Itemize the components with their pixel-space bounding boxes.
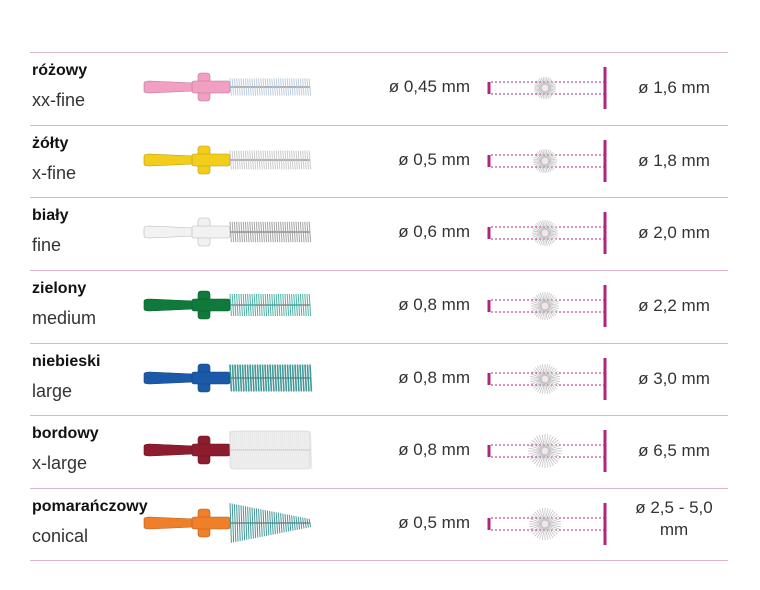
brush-neck (191, 226, 231, 239)
wire-diameter: ø 0,45 mm (388, 77, 470, 96)
gap-diameter: ø 1,8 mm (638, 150, 710, 170)
color-name: żółty (32, 134, 69, 152)
wire-diameter: ø 0,6 mm (398, 222, 470, 242)
gap-diameter: ø 2,2 mm (638, 296, 710, 316)
color-name: pomarańczowy (32, 498, 148, 516)
brush-neck (191, 153, 231, 166)
cross-section-diagram (487, 212, 607, 255)
brush-bristles (229, 150, 312, 170)
gap-diameter: ø 2,5 - 5,0 mm (635, 498, 713, 540)
wire-core (541, 229, 549, 238)
table-row: żółty x-fine ø 0,5 mm ø 1,8 mm (30, 124, 728, 198)
table-row: różowy xx-fine ø 0,45 mm ø 1,6 mm (30, 52, 728, 125)
table-row: niebieski large ø 0,8 mm ø 3,0 mm (30, 342, 728, 416)
color-name: niebieski (32, 352, 101, 370)
wire-core (541, 375, 549, 383)
brush-handle (143, 371, 195, 385)
brush-handle (143, 444, 195, 457)
table-row: biały fine ø 0,6 mm ø 2,0 mm (30, 197, 728, 270)
gap-diameter: ø 6,5 mm (638, 441, 710, 461)
color-name: biały (32, 207, 69, 225)
wire-diameter: ø 0,5 mm (398, 513, 470, 533)
brush-handle (143, 80, 195, 94)
brush-illustration (143, 503, 312, 543)
gap-diameter: ø 1,6 mm (638, 78, 710, 97)
size-name: x-large (32, 453, 88, 474)
cross-section-diagram (487, 139, 607, 182)
wire-core (541, 447, 549, 456)
size-name: large (32, 380, 73, 401)
brush-bristles (229, 503, 312, 543)
brush-handle (143, 226, 195, 239)
brush-neck (191, 444, 231, 457)
gap-diameter: ø 2,0 mm (638, 223, 710, 243)
brush-bristles (229, 364, 313, 392)
table-row: zielony medium ø 0,8 mm ø 2,2 mm (30, 270, 728, 343)
brush-illustration (143, 290, 312, 320)
size-name: fine (32, 235, 62, 256)
brush-bristles (229, 294, 312, 317)
wire-diameter: ø 0,8 mm (398, 295, 470, 315)
cross-section-diagram (487, 67, 607, 109)
wire-core (541, 520, 549, 528)
brush-handle (143, 153, 195, 166)
color-name: różowy (32, 62, 88, 79)
brush-neck (191, 80, 231, 94)
gap-diameter: ø 3,0 mm (638, 368, 710, 388)
color-name: bordowy (32, 425, 99, 443)
wire-core (541, 156, 549, 165)
wire-diameter: ø 0,8 mm (398, 440, 470, 460)
table-row: bordowy x-large ø 0,8 mm ø 6,5 mm (30, 415, 728, 488)
cross-section-diagram (487, 285, 607, 328)
brush-bristles (229, 431, 313, 470)
brush-handle (143, 516, 195, 530)
brush-neck (191, 371, 231, 385)
brush-illustration (143, 72, 312, 102)
table-row: pomarańczowy conical ø 0,5 mm ø 2,5 - 5,… (30, 488, 728, 561)
brush-illustration (143, 363, 313, 393)
size-name: x-fine (32, 162, 77, 183)
size-name: xx-fine (32, 90, 86, 110)
wire-core (541, 302, 549, 310)
color-name: zielony (32, 280, 87, 298)
brush-bristles (229, 78, 312, 96)
size-name: conical (32, 526, 89, 547)
wire-diameter: ø 0,5 mm (398, 149, 470, 169)
brush-size-table: różowy xx-fine ø 0,45 mm ø 1,6 mm żółty … (30, 52, 728, 561)
wire-core (541, 84, 549, 92)
brush-neck (191, 516, 231, 530)
brush-handle (143, 298, 195, 312)
brush-illustration (143, 431, 313, 470)
brush-bristles (229, 222, 312, 243)
size-name: medium (32, 308, 97, 329)
cross-section-diagram (487, 357, 607, 400)
brush-neck (191, 298, 231, 312)
cross-section-diagram (487, 503, 607, 546)
brush-illustration (143, 218, 312, 247)
brush-illustration (143, 145, 312, 174)
wire-diameter: ø 0,8 mm (398, 367, 470, 387)
cross-section-diagram (487, 430, 607, 473)
